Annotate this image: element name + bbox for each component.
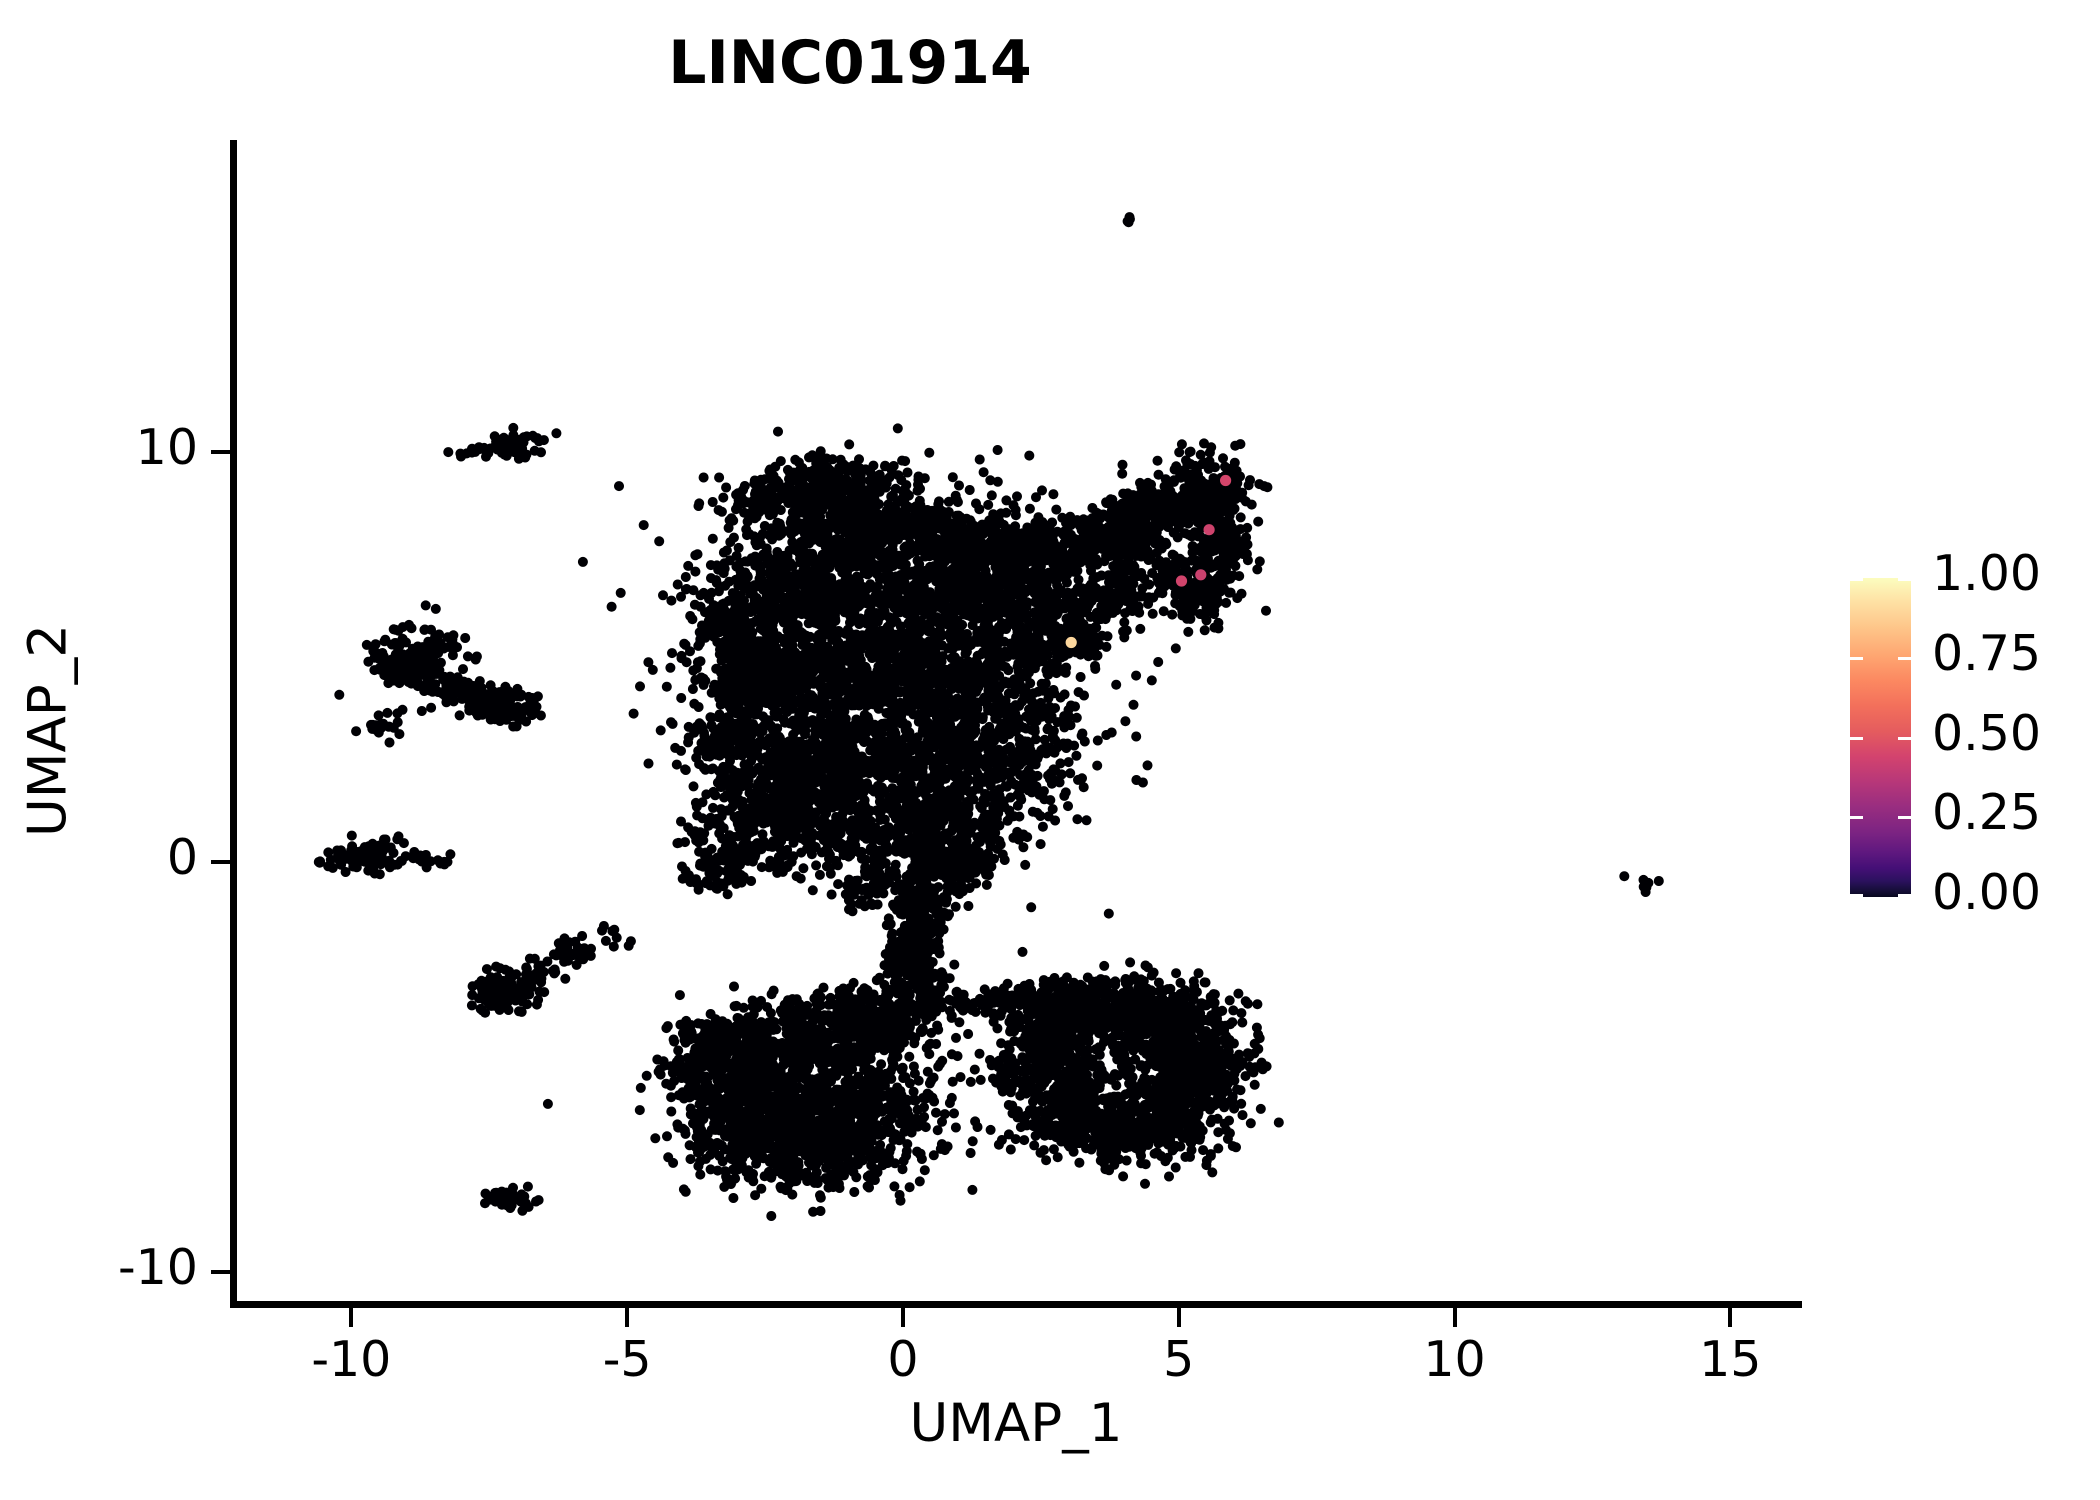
scatter-point-mass — [313, 212, 1664, 1222]
colorbar-tick-mark — [1898, 656, 1911, 660]
colorbar-tick-label: 0.75 — [1932, 624, 2042, 682]
y-tick-label: 0 — [166, 828, 198, 886]
y-tick-mark — [211, 1270, 230, 1275]
x-tick-mark — [1176, 1308, 1181, 1327]
y-tick-label: 10 — [135, 418, 198, 476]
y-axis-label: UMAP_2 — [17, 624, 79, 837]
colorbar: 1.00 0.75 0.50 0.25 0.00 — [1850, 545, 2080, 921]
y-tick-label: -10 — [117, 1239, 198, 1297]
x-tick-label: 15 — [1699, 1331, 1762, 1388]
colorbar-tick-label: 0.50 — [1932, 704, 2042, 762]
x-tick-label: -5 — [602, 1331, 652, 1388]
colorbar-tick-mark — [1850, 736, 1863, 740]
scatter-point-highlight — [1175, 575, 1188, 587]
colorbar-tick-label: 0.25 — [1932, 784, 2042, 842]
page-title: LINC01914 — [668, 28, 1032, 98]
y-tick-mark — [211, 859, 230, 864]
x-axis-spine — [230, 1301, 1802, 1308]
colorbar-tick-label: 1.00 — [1932, 545, 2042, 602]
colorbar-tick-mark — [1850, 656, 1863, 660]
x-tick-mark — [900, 1308, 905, 1327]
colorbar-tick-mark — [1850, 816, 1863, 820]
x-tick-label: 5 — [1163, 1331, 1195, 1388]
scatter-point-highlight — [1220, 474, 1232, 487]
scatter-points-layer — [313, 212, 1664, 1222]
colorbar-tick-label: 0.00 — [1932, 864, 2042, 921]
x-tick-mark — [1452, 1308, 1457, 1327]
colorbar-tick-mark — [1898, 736, 1911, 740]
colorbar-tick-mark — [1850, 578, 1863, 581]
colorbar-tick-mark — [1898, 578, 1911, 581]
colorbar-tick-mark — [1898, 894, 1911, 897]
colorbar-tick-mark — [1898, 816, 1911, 820]
x-tick-mark — [625, 1308, 630, 1327]
x-tick-label: -10 — [311, 1331, 392, 1388]
scatter-point-highlight — [1203, 524, 1215, 536]
x-tick-mark — [349, 1308, 354, 1327]
plot-area — [230, 140, 1802, 1305]
y-tick-mark — [211, 449, 230, 454]
scatter-point-highlight — [1065, 636, 1077, 649]
x-tick-mark — [1728, 1308, 1733, 1327]
x-axis-label: UMAP_1 — [909, 1393, 1123, 1454]
x-tick-label: 10 — [1423, 1331, 1486, 1388]
y-axis-spine — [230, 140, 237, 1308]
scatter-point-highlight — [1195, 569, 1207, 581]
colorbar-tick-mark — [1850, 894, 1863, 897]
x-tick-label: 0 — [887, 1331, 919, 1388]
